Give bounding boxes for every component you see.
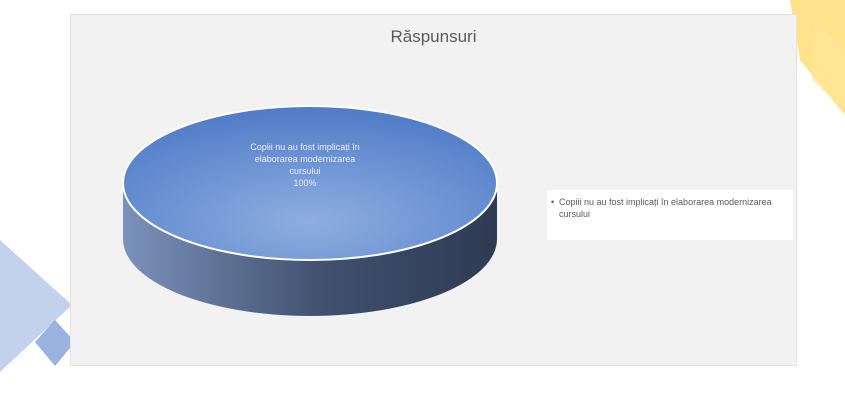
chart-title: Răspunsuri [390, 27, 477, 46]
legend-bullet-icon: • [551, 197, 555, 207]
yellow-triangle-decoration [790, 0, 845, 115]
legend-entry: Copiii nu au fost implicați în elaborare… [559, 197, 772, 219]
blue-triangle-decoration [0, 240, 72, 372]
pie-data-label: Copiii nu au fost implicați în elaborare… [235, 141, 375, 189]
data-label-line: elaborarea modernizarea [254, 154, 356, 164]
yellow-diamond-decoration [812, 20, 845, 110]
data-label-line: cursului [289, 166, 321, 176]
blue-diamond-decoration [35, 320, 75, 366]
pie-chart [122, 105, 498, 316]
data-label-line: Copiii nu au fost implicați în [250, 142, 360, 152]
pie-slice [122, 105, 498, 261]
pie-slice-side [123, 183, 497, 316]
data-label-percent: 100% [293, 178, 317, 188]
chart-area: Răspunsuri Copiii nu au fost implicați î… [70, 14, 797, 366]
chart-legend: • Copiii nu au fost implicați în elabora… [547, 190, 793, 240]
